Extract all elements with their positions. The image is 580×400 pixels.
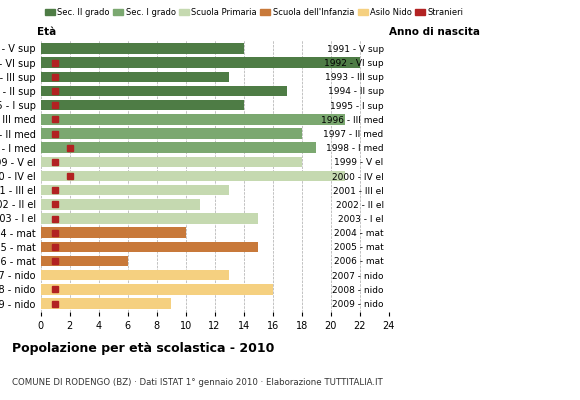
Text: Popolazione per età scolastica - 2010: Popolazione per età scolastica - 2010 bbox=[12, 342, 274, 355]
Legend: Sec. II grado, Sec. I grado, Scuola Primaria, Scuola dell'Infanzia, Asilo Nido, : Sec. II grado, Sec. I grado, Scuola Prim… bbox=[45, 8, 464, 17]
Bar bbox=[41, 86, 287, 96]
Bar bbox=[41, 171, 345, 181]
Bar bbox=[41, 284, 273, 295]
Bar bbox=[41, 199, 200, 210]
Bar bbox=[41, 100, 244, 110]
Text: COMUNE DI RODENGO (BZ) · Dati ISTAT 1° gennaio 2010 · Elaborazione TUTTITALIA.IT: COMUNE DI RODENGO (BZ) · Dati ISTAT 1° g… bbox=[12, 378, 382, 387]
Bar bbox=[41, 156, 302, 167]
Text: Anno di nascita: Anno di nascita bbox=[389, 27, 480, 37]
Bar bbox=[41, 57, 360, 68]
Bar bbox=[41, 242, 258, 252]
Bar bbox=[41, 270, 229, 280]
Bar bbox=[41, 185, 229, 196]
Bar bbox=[41, 298, 171, 309]
Bar bbox=[41, 142, 316, 153]
Bar bbox=[41, 256, 128, 266]
Bar bbox=[41, 213, 258, 224]
Text: Età: Età bbox=[37, 27, 56, 37]
Bar bbox=[41, 114, 345, 125]
Bar bbox=[41, 227, 186, 238]
Bar bbox=[41, 72, 229, 82]
Bar bbox=[41, 43, 244, 54]
Bar bbox=[41, 128, 302, 139]
